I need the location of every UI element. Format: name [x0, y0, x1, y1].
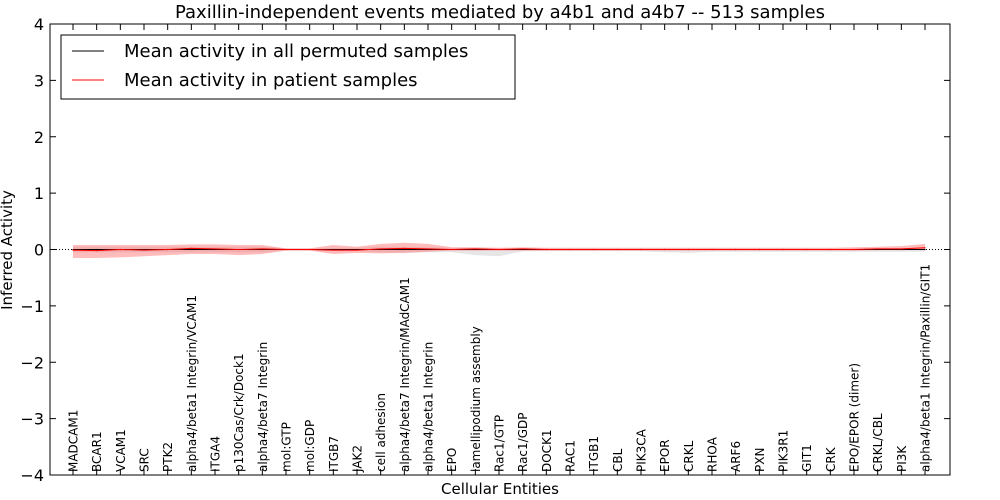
series-1-point-1: [96, 250, 98, 252]
x-tick-label-5: alpha4/beta1 Integrin/VCAM1: [185, 295, 199, 472]
series-1-point-5: [190, 247, 192, 249]
series-1-point-26: [687, 248, 689, 251]
x-tick-label-11: ITGB7: [327, 436, 341, 472]
x-tick-label-36: alpha4/beta1 Integrin/Paxillin/GIT1: [919, 264, 933, 472]
series-1-point-31: [806, 248, 808, 251]
x-tick-label-30: PIK3R1: [777, 430, 791, 472]
series-1-point-4: [167, 248, 169, 251]
series-0-point-36: [924, 248, 926, 251]
x-tick-label-0: MADCAM1: [67, 410, 81, 472]
series-1-point-27: [711, 248, 713, 251]
series-0-point-14: [403, 248, 405, 251]
series-1-point-36: [924, 247, 926, 249]
x-tick-label-6: ITGA4: [209, 436, 223, 472]
x-tick-label-18: Rac1/GTP: [493, 415, 507, 472]
series-1-point-24: [640, 248, 642, 251]
y-tick-label-5: 1: [34, 184, 44, 203]
legend-box: [60, 34, 516, 100]
y-tick-label-6: 2: [34, 128, 44, 147]
series-0-point-5: [190, 248, 192, 251]
series-1-point-17: [474, 248, 476, 250]
x-tick-label-13: cell adhesion: [374, 393, 388, 472]
x-tick-label-33: EPO/EPOR (dimer): [848, 363, 862, 472]
x-tick-label-21: RAC1: [564, 440, 578, 472]
y-tick-label-7: 3: [34, 71, 44, 90]
series-1-point-28: [735, 248, 737, 251]
series-1-point-15: [427, 248, 429, 250]
series-1-point-16: [451, 248, 453, 251]
x-tick-label-26: CRKL: [682, 440, 696, 472]
x-tick-label-34: CRKL/CBL: [871, 413, 885, 472]
x-tick-label-23: CBL: [611, 448, 625, 472]
y-tick-label-1: −3: [20, 410, 44, 429]
x-tick-label-15: alpha4/beta1 Integrin: [422, 342, 436, 472]
x-tick-label-19: Rac1/GDP: [516, 413, 530, 472]
series-1-point-2: [119, 248, 121, 251]
x-tick-label-28: ARF6: [729, 441, 743, 472]
series-1-point-30: [782, 248, 784, 251]
y-tick-label-4: 0: [34, 241, 44, 260]
legend-label-permuted: Mean activity in all permuted samples: [124, 41, 468, 62]
series-1-point-29: [758, 248, 760, 251]
series-1-point-25: [664, 248, 666, 251]
x-tick-label-14: alpha4/beta7 Integrin/MAdCAM1: [398, 277, 412, 472]
y-axis-label: Inferred Activity: [0, 190, 16, 310]
x-tick-label-4: PTK2: [161, 442, 175, 472]
series-1-point-13: [380, 248, 382, 250]
series-1-point-9: [285, 248, 287, 251]
x-tick-label-7: p130Cas/Crk/Dock1: [232, 353, 246, 472]
x-tick-label-24: PIK3CA: [635, 428, 649, 472]
series-1-point-3: [143, 249, 145, 251]
x-tick-label-1: BCAR1: [90, 431, 104, 472]
series-1-point-18: [498, 248, 500, 251]
series-1-point-35: [900, 248, 902, 250]
series-1-point-19: [522, 248, 524, 250]
x-tick-label-31: GIT1: [800, 444, 814, 472]
y-tick-label-3: −1: [20, 297, 44, 316]
x-tick-label-2: VCAM1: [114, 429, 128, 472]
y-tick-label-0: −4: [20, 466, 44, 485]
series-1-point-22: [593, 248, 595, 251]
x-tick-label-35: PI3K: [895, 445, 909, 472]
legend: Mean activity in all permuted samples Me…: [60, 34, 516, 100]
x-tick-label-27: RHOA: [706, 436, 720, 472]
series-1-point-0: [72, 249, 74, 251]
x-tick-label-3: SRC: [138, 448, 152, 472]
x-axis-label: Cellular Entities: [441, 480, 559, 498]
x-tick-label-17: lamellipodium assembly: [469, 326, 483, 472]
series-1-point-21: [569, 248, 571, 251]
x-tick-label-29: PXN: [753, 448, 767, 472]
x-tick-label-10: mol:GDP: [303, 420, 317, 472]
series-1-point-11: [332, 249, 334, 251]
x-tick-label-32: CRK: [824, 446, 838, 472]
x-tick-label-9: mol:GTP: [280, 422, 294, 472]
y-tick-label-8: 4: [34, 15, 44, 34]
series-1-point-7: [238, 248, 240, 251]
x-tick-label-20: DOCK1: [540, 429, 554, 472]
series-0-point-1: [96, 248, 98, 251]
series-1-point-20: [545, 248, 547, 251]
chart-title: Paxillin-independent events mediated by …: [175, 2, 825, 23]
series-1-point-32: [829, 248, 831, 251]
series-1-point-33: [853, 248, 855, 251]
series-1-point-8: [261, 248, 263, 250]
series-1-point-34: [877, 248, 879, 250]
band-series-1: [73, 242, 925, 258]
legend-label-patient: Mean activity in patient samples: [124, 70, 418, 91]
x-tick-label-16: EPO: [445, 448, 459, 472]
series-1-point-14: [403, 247, 405, 249]
x-tick-label-25: EPOR: [658, 439, 672, 472]
x-tick-label-8: alpha4/beta7 Integrin: [256, 342, 270, 472]
series-1-point-12: [356, 249, 358, 251]
x-tick-label-12: JAK2: [351, 445, 365, 473]
series-1-point-23: [616, 248, 618, 251]
series-1-point-10: [309, 248, 311, 251]
y-tick-label-2: −2: [20, 353, 44, 372]
x-tick-label-22: ITGB1: [587, 436, 601, 472]
series-1-point-6: [214, 248, 216, 250]
